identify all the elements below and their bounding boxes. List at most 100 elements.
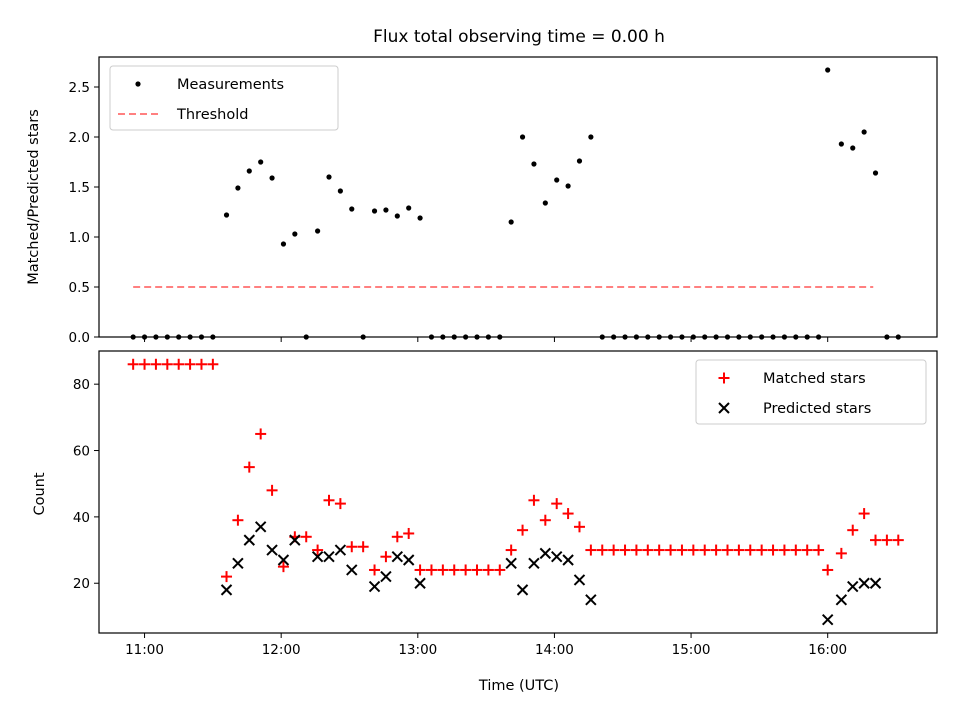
measurements-point (337, 188, 343, 194)
matched-stars-point (822, 564, 834, 576)
matched-stars-point (380, 551, 392, 563)
matched-stars-point (687, 544, 699, 556)
matched-stars-point (266, 484, 278, 496)
x-marker-b (311, 550, 324, 563)
top-plot-area: 0.0 0.5 1.0 1.5 2.0 2.5 Measurements Threshold (69, 56, 938, 346)
matched-stars-point (312, 544, 324, 556)
measurements-point (872, 170, 879, 176)
matched-stars-point (300, 531, 312, 543)
x-marker-b (380, 570, 392, 583)
matched-stars-point (161, 358, 173, 370)
predicted-stars-point (551, 550, 563, 563)
bottom-x-tick-label: 12:00 (262, 642, 301, 658)
predicted-stars-point (516, 584, 529, 596)
matched-stars-point (243, 461, 255, 473)
legend-label: Measurements (177, 77, 284, 93)
matched-stars-point (139, 358, 151, 370)
x-marker-b (847, 580, 859, 593)
predicted-stars-point (402, 554, 415, 566)
matched-stars-point (767, 544, 779, 556)
matched-stars-point (608, 544, 620, 556)
predicted-stars-point (821, 614, 834, 626)
measurements-point (223, 212, 230, 218)
x-marker-b (585, 594, 597, 606)
predicted-stars-point (266, 544, 278, 556)
predicted-stars-point (380, 570, 392, 583)
matched-stars-point (596, 544, 608, 556)
measurements-point (235, 185, 241, 191)
measurements-point (326, 174, 332, 180)
matched-stars-point (858, 508, 870, 520)
x-marker-b (289, 534, 301, 546)
x-marker-b (562, 554, 574, 566)
predicted-stars-point (311, 550, 324, 563)
predicted-stars-point (232, 557, 244, 570)
bottom-y-tick-label: 60 (73, 444, 90, 460)
x-marker-b (835, 594, 848, 606)
x-marker-b (346, 564, 358, 576)
measurements-point (246, 168, 252, 174)
matched-stars-point (255, 428, 267, 440)
matched-stars-point (482, 564, 494, 576)
predicted-stars-point (414, 577, 426, 589)
top-y-tick-label: 2.5 (69, 80, 90, 96)
measurements-point (825, 67, 831, 73)
measurements-point (394, 213, 400, 219)
top-y-tick-label: 1.0 (69, 230, 90, 246)
predicted-stars-point (334, 544, 347, 556)
measurements-point (258, 159, 264, 165)
matched-stars-point (334, 498, 346, 510)
x-marker-b (869, 577, 882, 589)
matched-stars-point (127, 358, 139, 370)
matched-stars-point (403, 527, 415, 539)
matched-stars-point (744, 544, 756, 556)
matched-stars-point (517, 524, 529, 536)
matched-stars-point (232, 514, 244, 526)
matched-stars-point (221, 571, 233, 583)
legend-box (109, 65, 339, 131)
matched-stars-point (150, 358, 162, 370)
measurements-point (508, 219, 514, 225)
bottom-axes-frame (98, 350, 938, 634)
top-y-tick-label: 2.0 (69, 130, 90, 146)
matched-stars-point (699, 544, 711, 556)
bottom-y-tick-label: 20 (73, 576, 90, 592)
x-marker-b (323, 550, 335, 563)
bottom-x-tick-label: 11:00 (125, 642, 164, 658)
measurements-point (554, 177, 560, 183)
matched-stars-point (573, 521, 585, 533)
predicted-stars-point (289, 534, 301, 546)
matched-stars-point (790, 544, 802, 556)
predicted-stars-point (585, 594, 597, 606)
predicted-stars-point (323, 550, 335, 563)
predicted-stars-point (277, 554, 290, 566)
matched-stars-point (801, 544, 813, 556)
top-y-axis-label: Matched/Predicted stars (26, 109, 42, 285)
matched-stars-point (733, 544, 745, 556)
legend-label: Matched stars (763, 371, 866, 387)
measurements-point (565, 183, 571, 189)
matched-stars-point (471, 564, 483, 576)
measurements-point (371, 208, 378, 214)
matched-stars-point (173, 358, 185, 370)
matched-stars-point (756, 544, 768, 556)
x-marker-b (414, 577, 426, 589)
x-marker-b (402, 554, 415, 566)
matched-stars-point (870, 534, 882, 546)
bottom-x-tick-label: 13:00 (398, 642, 437, 658)
x-marker-b (368, 580, 381, 593)
matched-stars-point (710, 544, 722, 556)
bottom-y-tick-label: 80 (73, 377, 90, 393)
matched-stars-point (892, 534, 904, 546)
matched-stars-point (505, 544, 517, 556)
measurements-point (269, 175, 275, 181)
x-marker-b (516, 584, 529, 596)
bottom-y-axis-label: Count (32, 472, 48, 515)
predicted-stars-point (835, 594, 848, 606)
measurements-point (576, 158, 583, 164)
matched-stars-point (585, 544, 597, 556)
legend-marker-measurements (135, 81, 141, 87)
matched-stars-point (665, 544, 677, 556)
x-marker-b (334, 544, 347, 556)
measurements-point (383, 207, 389, 213)
